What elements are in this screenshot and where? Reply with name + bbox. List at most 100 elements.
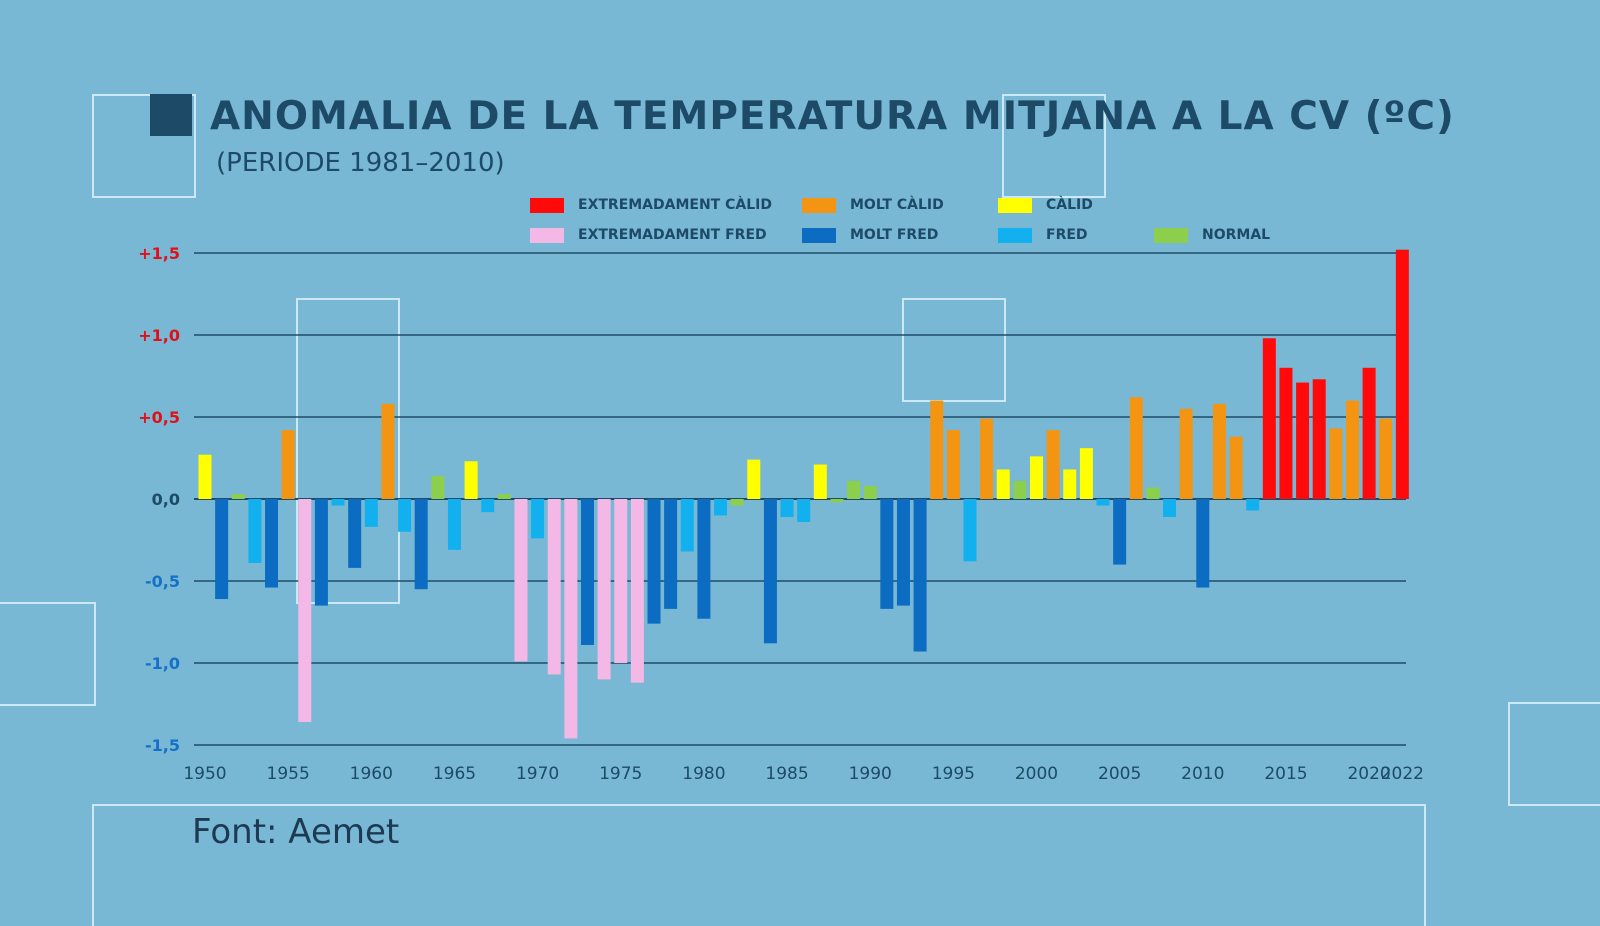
x-tick-label: 2020 [1347, 764, 1390, 784]
legend-label: EXTREMADAMENT FRED [578, 227, 767, 243]
x-tick-label: 1990 [849, 764, 892, 784]
x-tick-label: 1955 [267, 764, 310, 784]
x-tick-label: 2022 [1381, 764, 1424, 784]
legend-item: CÀLID [998, 197, 1093, 213]
bar-1992 [896, 499, 910, 606]
legend-item: EXTREMADAMENT FRED [530, 227, 767, 243]
decor-frame [296, 298, 400, 604]
bar-1993 [913, 499, 927, 652]
bar-2000 [1030, 456, 1043, 499]
bar-2007 [1146, 487, 1160, 499]
legend-label: MOLT CÀLID [850, 197, 944, 213]
bar-2010 [1196, 499, 1210, 588]
legend-label: EXTREMADAMENT CÀLID [578, 197, 772, 213]
bar-1955 [281, 430, 295, 499]
bar-1953 [248, 499, 262, 563]
decor-frame [92, 94, 196, 198]
bar-1995 [946, 430, 960, 499]
y-tick-label: -0,5 [145, 572, 180, 591]
bar-1975 [614, 499, 628, 663]
bar-1989 [847, 480, 861, 499]
bar-1972 [564, 499, 578, 739]
x-tick-label: 1960 [350, 764, 393, 784]
legend-item: EXTREMADAMENT CÀLID [530, 197, 772, 213]
bar-1991 [880, 499, 894, 609]
bar-2016 [1296, 382, 1310, 499]
decor-frame [1508, 702, 1600, 806]
bar-1962 [398, 499, 412, 532]
bar-2011 [1212, 403, 1226, 499]
bar-1987 [813, 464, 827, 499]
bar-1956 [298, 499, 312, 723]
legend-item: MOLT FRED [802, 227, 938, 243]
x-tick-label: 2015 [1264, 764, 1307, 784]
x-tick-label: 1970 [516, 764, 559, 784]
y-tick-label: +1,5 [138, 244, 180, 263]
x-tick-label: 1965 [433, 764, 476, 784]
bar-2022 [1395, 249, 1409, 499]
bar-1961 [381, 403, 395, 499]
bar-2009 [1179, 408, 1193, 499]
bar-1986 [797, 499, 811, 522]
bar-2008 [1163, 499, 1177, 518]
bar-2003 [1079, 448, 1093, 499]
bar-1957 [314, 499, 328, 606]
x-tick-label: 2010 [1181, 764, 1224, 784]
legend-item: FRED [998, 227, 1088, 243]
bar-1984 [763, 499, 777, 644]
bar-1959 [348, 499, 362, 568]
decor-frame [0, 602, 96, 706]
bar-1954 [265, 499, 279, 588]
decor-frame [92, 804, 1426, 926]
bar-2014 [1262, 338, 1276, 499]
bar-1996 [963, 499, 977, 562]
bar-1969 [514, 499, 528, 662]
bar-1998 [996, 469, 1010, 499]
chart-title: ANOMALIA DE LA TEMPERATURA MITJANA A LA … [210, 94, 1455, 139]
bar-1994 [930, 400, 944, 499]
bar-2020 [1362, 367, 1376, 499]
bar-1966 [464, 461, 478, 499]
y-tick-label: 0,0 [152, 490, 180, 509]
legend-swatch [998, 227, 1032, 243]
bar-1965 [447, 499, 461, 550]
legend-label: NORMAL [1202, 227, 1271, 243]
bar-1960 [364, 499, 378, 527]
bar-2018 [1329, 428, 1343, 499]
source-label: Font: Aemet [192, 812, 400, 852]
x-tick-label: 1985 [765, 764, 808, 784]
bar-1979 [680, 499, 694, 552]
bar-1997 [980, 418, 994, 499]
bar-2005 [1113, 499, 1127, 565]
bar-1970 [531, 499, 545, 539]
bar-2013 [1246, 499, 1260, 511]
bar-1977 [647, 499, 661, 624]
bar-2017 [1312, 379, 1326, 499]
decor-frame [902, 298, 1006, 402]
bar-1980 [697, 499, 711, 619]
bar-2012 [1229, 436, 1243, 499]
x-tick-label: 1995 [932, 764, 975, 784]
bar-1967 [481, 499, 495, 513]
bar-2002 [1063, 469, 1077, 499]
legend-swatch [1154, 227, 1188, 243]
legend-swatch [530, 197, 564, 213]
bar-1951 [215, 499, 229, 600]
x-tick-label: 2005 [1098, 764, 1141, 784]
bar-1982 [730, 499, 744, 506]
legend-label: MOLT FRED [850, 227, 939, 243]
bar-1963 [414, 499, 428, 590]
y-tick-label: +1,0 [138, 326, 180, 345]
legend-label: FRED [1046, 227, 1088, 243]
x-tick-label: 2000 [1015, 764, 1058, 784]
bar-1950 [198, 454, 212, 499]
legend-swatch [802, 197, 836, 213]
title-marker [150, 94, 192, 136]
bar-2006 [1129, 397, 1143, 499]
bar-2004 [1096, 499, 1110, 506]
bar-2021 [1379, 418, 1393, 499]
y-tick-label: -1,0 [145, 654, 180, 673]
x-tick-label: 1980 [682, 764, 725, 784]
x-tick-label: 1975 [599, 764, 642, 784]
